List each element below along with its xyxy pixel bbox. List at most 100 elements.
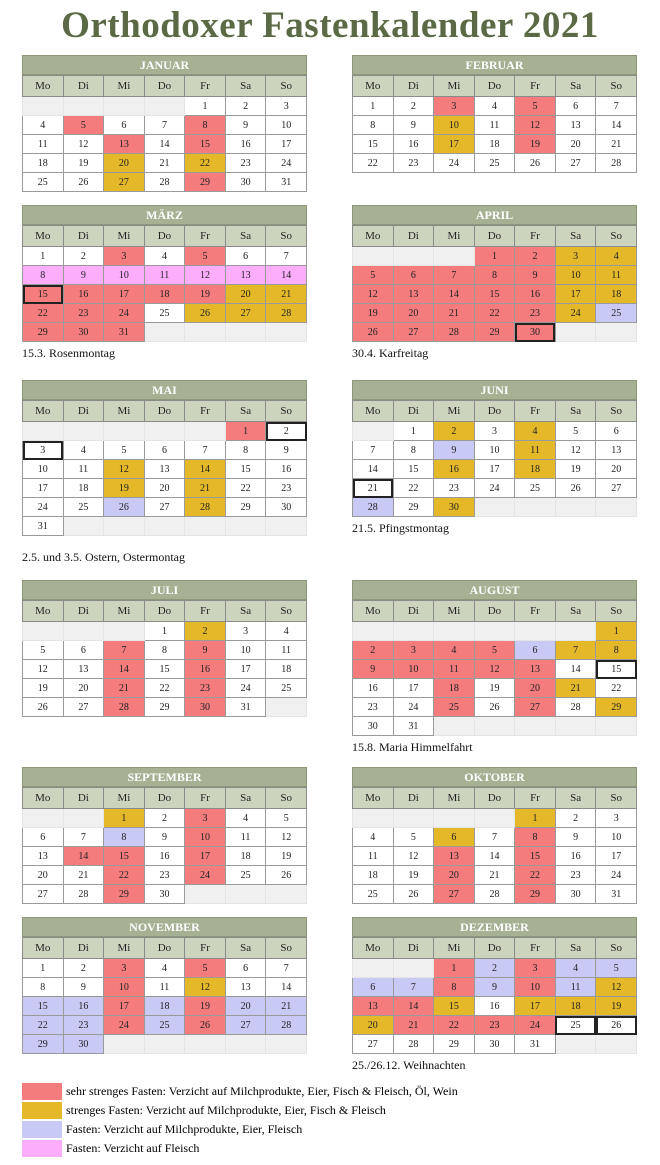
- day-cell: 28: [103, 697, 145, 717]
- week-row: 4 5 6 7 8 9 10: [22, 115, 307, 135]
- day-cell: 8: [514, 827, 556, 847]
- day-cell: 8: [224, 440, 267, 460]
- day-cell: 23: [62, 303, 105, 323]
- weekday-header: Di: [62, 225, 105, 247]
- week-row: 12 13 14 15 16 17 18: [352, 284, 637, 304]
- day-cell: 31: [514, 1034, 556, 1054]
- day-cell: 5: [22, 640, 64, 660]
- weekday-header: Fr: [514, 600, 556, 622]
- day-cell: 28: [265, 303, 307, 323]
- weekday-header: Do: [143, 75, 186, 97]
- month-table: Mo Di Mi Do Fr Sa So 1 2 3 4 5 6 7 8 9 10 11 12 13 14 15 16 17 1…: [352, 787, 637, 904]
- weekday-header: Fr: [184, 400, 226, 422]
- day-cell: 21: [62, 865, 105, 885]
- day-cell: 31: [595, 884, 637, 904]
- empty-cell: [22, 96, 64, 116]
- day-cell: 29: [392, 497, 435, 517]
- weekday-header: Mi: [433, 937, 475, 959]
- empty-cell: [103, 516, 145, 536]
- day-cell: 24: [224, 678, 267, 698]
- day-cell: 24: [473, 478, 516, 498]
- weekday-header: Mo: [22, 600, 64, 622]
- weekday-header: Di: [62, 400, 105, 422]
- empty-cell: [473, 716, 516, 736]
- day-cell: 7: [433, 265, 475, 285]
- day-cell: 21: [103, 678, 145, 698]
- month-title: APRIL: [352, 205, 637, 225]
- day-cell: 9: [473, 977, 516, 997]
- day-cell: 3: [473, 421, 516, 441]
- day-cell: 1: [352, 96, 394, 116]
- day-cell: 15: [473, 284, 516, 304]
- holiday-note: 15.8. Maria Himmelfahrt: [352, 740, 473, 754]
- day-cell: 19: [595, 996, 637, 1016]
- day-cell: 18: [473, 134, 516, 154]
- day-cell: 30: [62, 322, 105, 342]
- day-cell: 26: [184, 303, 226, 323]
- day-cell: 5: [62, 115, 105, 135]
- day-cell: 9: [514, 265, 556, 285]
- day-cell: 12: [392, 846, 435, 866]
- day-cell: 10: [392, 659, 435, 679]
- day-cell: 13: [143, 459, 186, 479]
- day-cell: 25: [433, 697, 475, 717]
- day-cell: 14: [392, 996, 435, 1016]
- week-row: 6 7 8 9 10 11 12: [22, 827, 307, 847]
- month-mai: MAI Mo Di Mi Do Fr Sa So 1 2 3 4 5 6 7 8 9 10 11 12 13 14 15 16…: [22, 380, 307, 565]
- day-cell: 1: [143, 621, 186, 641]
- month-juli: JULI Mo Di Mi Do Fr Sa So 1 2 3 4 5 6 7 8 9 10 11 12 13 14 15 1…: [22, 580, 307, 717]
- day-cell: 13: [433, 846, 475, 866]
- day-cell: 18: [352, 865, 394, 885]
- day-cell: 10: [473, 440, 516, 460]
- day-cell: 26: [595, 1015, 637, 1035]
- day-cell: 10: [595, 827, 637, 847]
- day-cell: 2: [433, 421, 475, 441]
- week-row: 6 7 8 9 10 11 12: [352, 977, 637, 997]
- day-cell: 22: [433, 1015, 475, 1035]
- day-cell: 5: [514, 96, 556, 116]
- day-cell: 19: [62, 153, 105, 173]
- month-table: Mo Di Mi Do Fr Sa So 1 2 3 4 5 6 7 8 9 10 11 12 13 14 15 16 17 1…: [22, 225, 307, 342]
- day-cell: 4: [433, 640, 475, 660]
- day-cell: 10: [265, 115, 307, 135]
- holiday-note: 15.3. Rosenmontag: [22, 346, 115, 360]
- day-cell: 18: [224, 846, 267, 866]
- month-juni: JUNI Mo Di Mi Do Fr Sa So 1 2 3 4 5 6 7 8 9 10 11 12 13 14 15 1…: [352, 380, 637, 536]
- month-title: MAI: [22, 380, 307, 400]
- empty-cell: [62, 96, 105, 116]
- day-cell: 25: [595, 303, 637, 323]
- day-cell: 12: [22, 659, 64, 679]
- day-cell: 28: [433, 322, 475, 342]
- month-title: OKTOBER: [352, 767, 637, 787]
- day-cell: 6: [143, 440, 186, 460]
- day-cell: 18: [62, 478, 105, 498]
- holiday-note: 21.5. Pfingstmontag: [352, 521, 450, 535]
- empty-cell: [554, 621, 597, 641]
- day-cell: 29: [224, 497, 267, 517]
- day-cell: 16: [265, 459, 307, 479]
- day-cell: 30: [62, 1034, 105, 1054]
- weekday-header: So: [265, 75, 307, 97]
- week-row: 10 11 12 13 14 15 16: [22, 459, 307, 479]
- week-row: 24 25 26 27 28 29 30: [22, 497, 307, 517]
- day-cell: 25: [143, 303, 186, 323]
- weekday-header: Mo: [352, 787, 394, 809]
- day-cell: 17: [473, 459, 516, 479]
- day-cell: 11: [265, 640, 307, 660]
- day-cell: 22: [392, 478, 435, 498]
- day-cell: 23: [554, 865, 597, 885]
- day-cell: 24: [265, 153, 307, 173]
- weekday-header: Do: [473, 937, 516, 959]
- day-cell: 2: [62, 958, 105, 978]
- weekday-header: Mi: [103, 75, 145, 97]
- day-cell: 19: [514, 134, 556, 154]
- day-cell: 30: [514, 322, 556, 342]
- day-cell: 14: [473, 846, 516, 866]
- month-table: Mo Di Mi Do Fr Sa So 1 2 3 4 5 6 7 8 9 10 11 12 13 14 15 16 17 1…: [22, 400, 307, 536]
- empty-cell: [62, 516, 105, 536]
- day-cell: 2: [392, 96, 435, 116]
- week-row: 12 13 14 15 16 17 18: [22, 659, 307, 679]
- day-cell: 22: [184, 153, 226, 173]
- day-cell: 28: [595, 153, 637, 173]
